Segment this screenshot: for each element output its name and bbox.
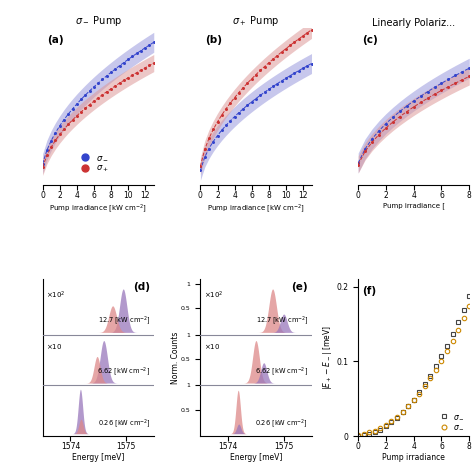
Text: 0.26 [kW cm$^{-2}$]: 0.26 [kW cm$^{-2}$]: [98, 417, 150, 430]
Title: $\sigma_+$ Pump: $\sigma_+$ Pump: [232, 14, 280, 28]
Text: 6.62 [kW cm$^{-2}$]: 6.62 [kW cm$^{-2}$]: [255, 365, 308, 378]
Text: 6.62 [kW cm$^{-2}$]: 6.62 [kW cm$^{-2}$]: [97, 365, 150, 378]
X-axis label: Energy [meV]: Energy [meV]: [230, 453, 282, 462]
X-axis label: Pump irradiance [: Pump irradiance [: [383, 202, 445, 209]
Text: (a): (a): [47, 35, 64, 45]
Text: $\times10^2$: $\times10^2$: [46, 290, 65, 301]
Title: Linearly Polariz...: Linearly Polariz...: [372, 18, 455, 27]
X-axis label: Energy [meV]: Energy [meV]: [72, 453, 124, 462]
Text: 0.26 [kW cm$^{-2}$]: 0.26 [kW cm$^{-2}$]: [255, 417, 308, 430]
Text: $\times10$: $\times10$: [46, 342, 62, 350]
Text: 12.7 [kW cm$^{-2}$]: 12.7 [kW cm$^{-2}$]: [98, 314, 150, 327]
Text: (d): (d): [133, 282, 150, 292]
Text: (e): (e): [292, 282, 308, 292]
Text: (f): (f): [363, 285, 377, 296]
Legend: $\sigma_-$, $\sigma_+$: $\sigma_-$, $\sigma_+$: [74, 149, 112, 177]
X-axis label: Pump irradiance [kW cm$^{-2}$]: Pump irradiance [kW cm$^{-2}$]: [207, 202, 305, 215]
Text: $\times10$: $\times10$: [204, 342, 220, 350]
Title: $\sigma_-$ Pump: $\sigma_-$ Pump: [74, 14, 122, 28]
X-axis label: Pump irradiance [kW cm$^{-2}$]: Pump irradiance [kW cm$^{-2}$]: [49, 202, 147, 215]
Y-axis label: $|E_+ - E_-|$ [meV]: $|E_+ - E_-|$ [meV]: [321, 325, 334, 390]
Text: 12.7 [kW cm$^{-2}$]: 12.7 [kW cm$^{-2}$]: [255, 314, 308, 327]
X-axis label: Pump irradiance: Pump irradiance: [382, 453, 445, 462]
Text: (c): (c): [363, 35, 378, 45]
Text: $\times10^2$: $\times10^2$: [204, 290, 223, 301]
Y-axis label: Norm. Counts: Norm. Counts: [171, 331, 180, 384]
Text: (b): (b): [205, 35, 222, 45]
Legend: $\sigma_-$, $\sigma_-$: $\sigma_-$, $\sigma_-$: [435, 410, 465, 432]
